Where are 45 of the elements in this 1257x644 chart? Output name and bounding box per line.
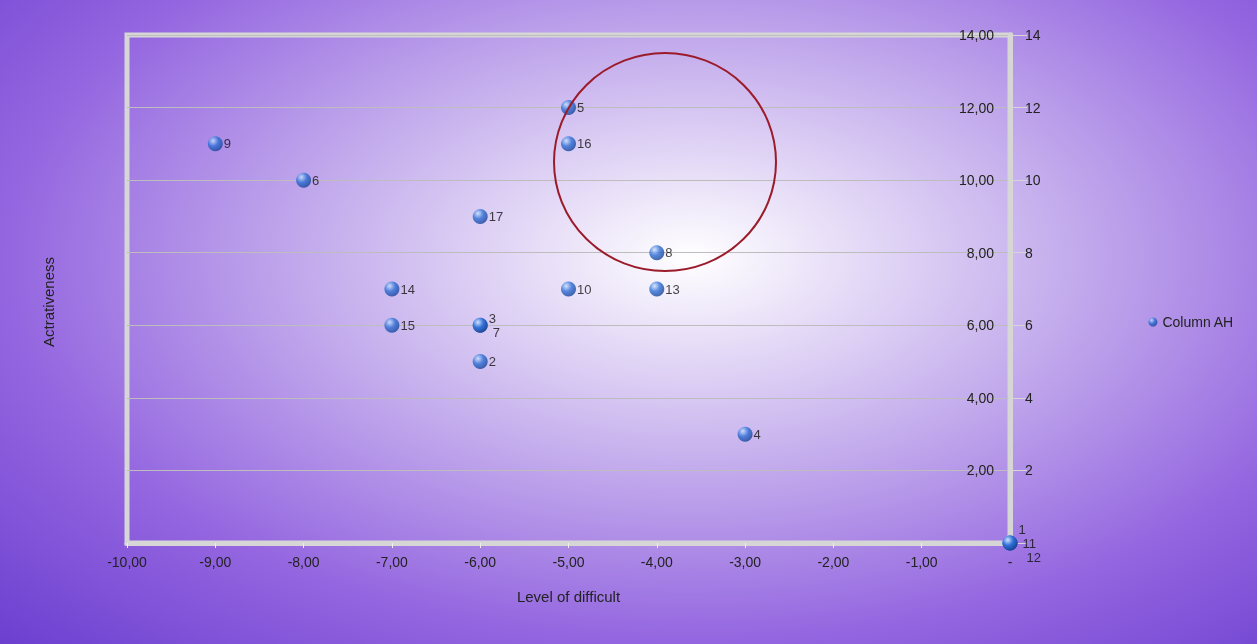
y2-tick-label: 6: [1025, 317, 1033, 334]
x-tick-label: -3,00: [729, 554, 762, 570]
text: 17: [488, 208, 504, 224]
x-axis-title: Level of difficult: [516, 588, 621, 605]
text: 9: [223, 136, 232, 152]
text: 8: [665, 245, 673, 261]
text: 4: [753, 426, 761, 442]
text: 15: [400, 317, 415, 333]
x-tick-label: -5,00: [552, 554, 585, 570]
y2-tick-label: 2: [1025, 462, 1033, 479]
y-tick-label: 4,00: [966, 389, 995, 406]
text: 6: [312, 172, 320, 188]
text: 11: [1022, 535, 1036, 551]
text: 13: [665, 281, 680, 297]
y-axis-title: Actrativeness: [39, 256, 57, 348]
x-tick-label: -6,00: [464, 554, 497, 570]
text: 16: [577, 136, 592, 152]
y2-tick-label: 14: [1025, 27, 1041, 43]
legend-label: Column AH: [1162, 314, 1234, 330]
y-tick-label: 8,00: [966, 244, 995, 261]
x-tick-label: -9,00: [199, 554, 232, 570]
y-tick-label: 10,00: [958, 172, 995, 189]
x-tick-label: -8,00: [287, 554, 320, 570]
y-tick-label: 12,00: [958, 99, 995, 116]
y2-tick-label: 8: [1025, 244, 1033, 261]
text: 1: [1018, 521, 1026, 537]
x-tick-label: -10,00: [107, 554, 148, 570]
x-tick-label: -7,00: [375, 554, 409, 570]
text: 5: [577, 100, 585, 116]
text: 12: [1026, 549, 1041, 565]
x-tick-label: -1,00: [905, 554, 938, 570]
x-tick-label: -2,00: [817, 554, 850, 570]
y2-tick-label: 12: [1025, 99, 1041, 116]
text: 7: [492, 324, 500, 340]
text: 3: [488, 310, 496, 326]
text: 14: [400, 281, 415, 297]
x-tick-label: -: [1007, 554, 1013, 570]
y2-tick-label: 4: [1025, 389, 1033, 406]
y-tick-label: 6,00: [966, 317, 995, 334]
y-tick-label: 14,00: [958, 27, 995, 43]
y-tick-label: 2,00: [966, 462, 995, 479]
text: 10: [577, 281, 592, 297]
y2-tick-label: 10: [1025, 172, 1041, 189]
x-tick-label: -4,00: [640, 554, 673, 570]
text: 2: [488, 354, 496, 370]
